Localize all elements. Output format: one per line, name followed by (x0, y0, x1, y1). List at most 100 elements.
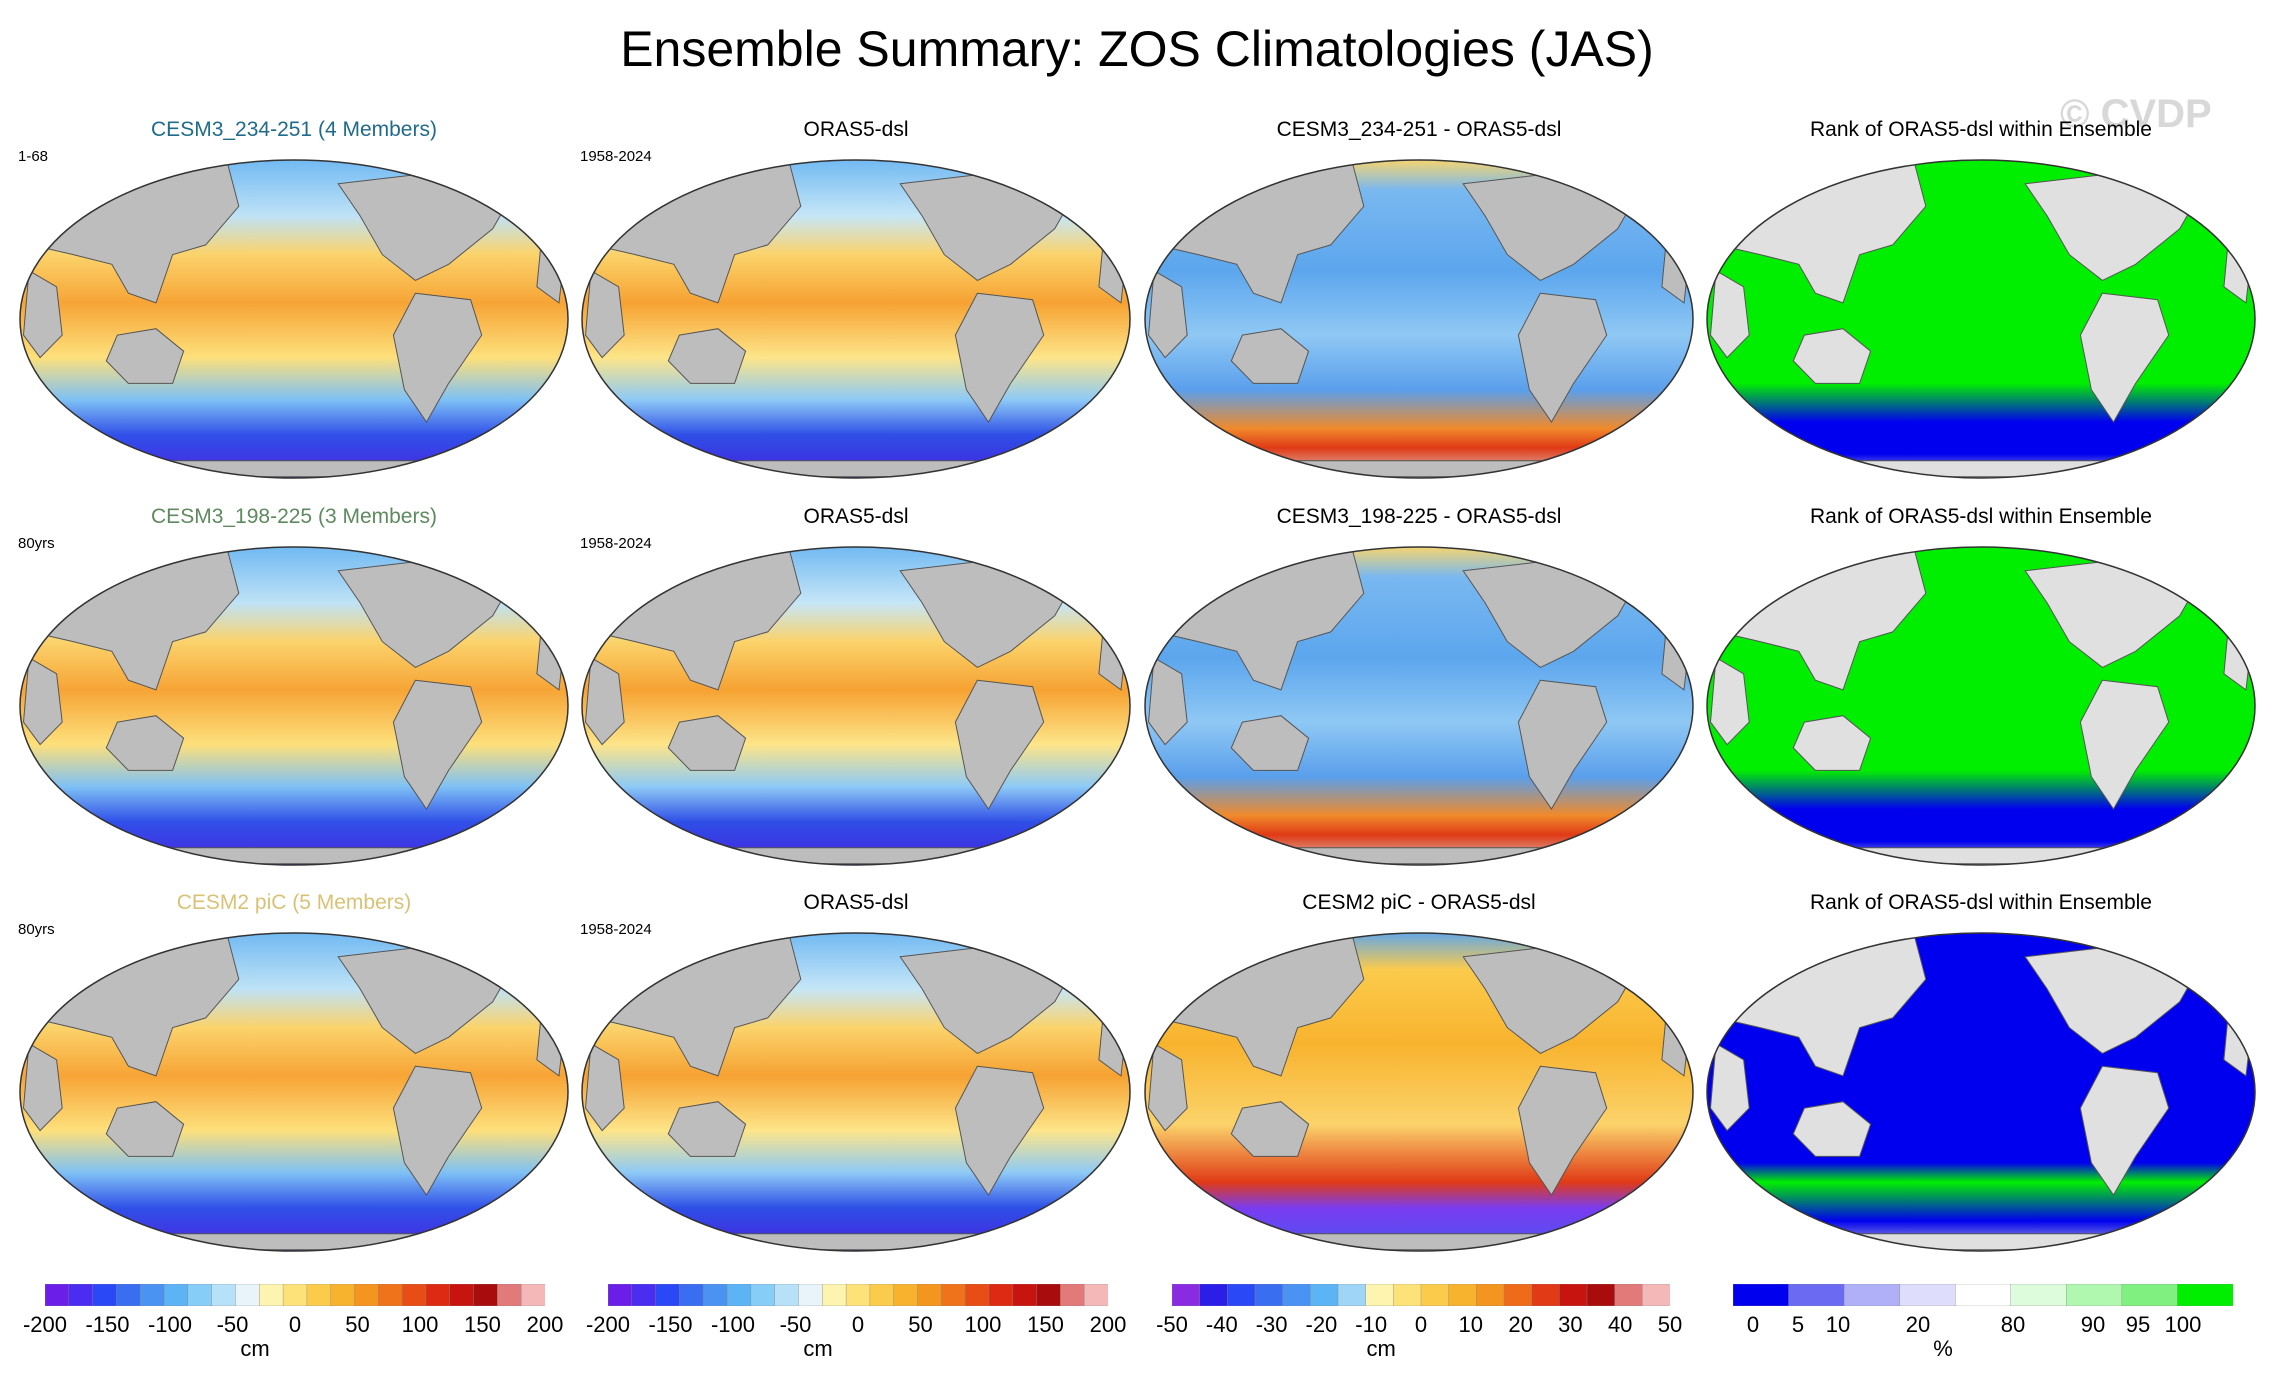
colorbar-box (473, 1284, 499, 1306)
colorbar-unit-label: cm (240, 1336, 270, 1361)
landmass-africa (584, 269, 625, 359)
colorbar-tick-label: -20 (1305, 1312, 1338, 1337)
colorbar-box (187, 1284, 213, 1306)
colorbar-box (2121, 1284, 2179, 1306)
landmass-samerica (954, 1065, 1045, 1196)
landmass-antarctica (701, 460, 1011, 478)
colorbar-box (1614, 1284, 1644, 1306)
landmass-africa (1147, 1042, 1188, 1132)
landmass-africa (22, 1042, 63, 1132)
colorbar-rank-4 (1733, 1284, 2233, 1306)
landmass-antarctica (1826, 847, 2136, 865)
landmass-antarctica (139, 460, 449, 478)
colorbar-box (1199, 1284, 1229, 1306)
colorbar-box (608, 1284, 633, 1306)
landmass-africa (1709, 656, 1750, 746)
colorbar-tick-label: 0 (851, 1312, 865, 1337)
landmass-antarctica (1264, 460, 1574, 478)
panel-title-rank-row2: Rank of ORAS5-dsl within Ensemble (1810, 505, 2152, 528)
landmass-africa (22, 269, 63, 359)
landmass-samerica (1517, 292, 1608, 423)
landmass-australia (1792, 1101, 1872, 1157)
map-difference-row3 (1144, 932, 1694, 1252)
landmass-africa (1709, 269, 1750, 359)
colorbar-box (211, 1284, 237, 1306)
colorbar-tick-label: 50 (1657, 1312, 1683, 1337)
landmass-australia (105, 1101, 185, 1157)
landmass-samerica (392, 1065, 483, 1196)
colorbar-box (1060, 1284, 1085, 1306)
map-frame (581, 159, 1131, 479)
colorbar-box (631, 1284, 657, 1306)
map-difference-row1 (1144, 159, 1694, 479)
map-frame (581, 932, 1131, 1252)
colorbar-box (988, 1284, 1014, 1306)
landmass-africa (22, 656, 63, 746)
colorbar-tick-label: -150 (648, 1312, 693, 1337)
colorbar-box (1586, 1284, 1616, 1306)
colorbar-unit-label: cm (1366, 1336, 1396, 1361)
panel-title-rank-row1: Rank of ORAS5-dsl within Ensemble (1810, 118, 2152, 141)
period-label-observation-row2: 1958-2024 (580, 535, 652, 552)
colorbar-tick-label: 50 (908, 1312, 933, 1337)
landmass-antarctica (139, 847, 449, 865)
colorbar-tick-label: 50 (345, 1312, 370, 1337)
colorbar-box (1531, 1284, 1561, 1306)
colorbar-box (2177, 1284, 2233, 1306)
colorbar-box (893, 1284, 919, 1306)
colorbar-box (1083, 1284, 1108, 1306)
colorbar-box (449, 1284, 475, 1306)
colorbar-tick-label: 20 (1905, 1312, 1931, 1337)
colorbar-box (774, 1284, 800, 1306)
landmass-australia (1230, 715, 1310, 771)
landmass-australia (1792, 328, 1872, 384)
map-frame (1706, 159, 2256, 479)
colorbar-box (520, 1284, 545, 1306)
landmass-africa (1147, 269, 1188, 359)
colorbar-tick-label: -150 (85, 1312, 130, 1337)
colorbar-box (1733, 1284, 1790, 1306)
colorbar-tick-label: -30 (1255, 1312, 1288, 1337)
period-label-observation-row3: 1958-2024 (580, 921, 652, 938)
colorbar-tick-label: 0 (1414, 1312, 1428, 1337)
landmass-greenland (2201, 170, 2242, 211)
colorbar-difference-3 (1172, 1284, 1670, 1306)
colorbar-tick-label: 95 (2125, 1312, 2151, 1337)
map-frame (1144, 159, 1694, 479)
landmass-antarctica (1826, 460, 2136, 478)
landmass-africa (584, 656, 625, 746)
panel-title-ensemble-row3: CESM2 piC (5 Members) (176, 891, 412, 914)
colorbar-box (45, 1284, 70, 1306)
colorbar-box (1227, 1284, 1256, 1306)
colorbar-tick-label: -200 (585, 1312, 631, 1337)
colorbar-box (1310, 1284, 1339, 1306)
colorbar-unit-label: % (1933, 1336, 1953, 1361)
colorbar-climatology-2 (608, 1284, 1108, 1306)
colorbar-tick-label: 10 (1825, 1312, 1851, 1337)
map-rank-row3 (1706, 932, 2256, 1252)
landmass-australia (667, 715, 747, 771)
figure-title: Ensemble Summary: ZOS Climatologies (JAS… (620, 21, 1654, 77)
landmass-greenland (2201, 557, 2242, 598)
landmass-africa (584, 1042, 625, 1132)
colorbar-tick-label: 40 (1607, 1312, 1633, 1337)
colorbar-tick-label: 200 (1089, 1312, 1127, 1337)
landmass-australia (105, 328, 185, 384)
colorbar-tick-label: -50 (779, 1312, 812, 1337)
colorbar-box (703, 1284, 728, 1306)
landmass-greenland (1639, 170, 1680, 211)
colorbar-climatology-1 (45, 1284, 545, 1306)
map-observation-row2 (581, 546, 1131, 866)
colorbar-tick-label: 20 (1508, 1312, 1533, 1337)
panel-title-observation-row3: ORAS5-dsl (803, 891, 909, 914)
colorbar-box (1788, 1284, 1845, 1306)
landmass-samerica (2079, 292, 2170, 423)
colorbar-box (1899, 1284, 1956, 1306)
landmass-antarctica (701, 847, 1011, 865)
colorbar-box (235, 1284, 260, 1306)
cvdp-watermark: © CVDP (2060, 92, 2212, 136)
colorbar-box (330, 1284, 356, 1306)
panel-title-difference-row2: CESM3_198-225 - ORAS5-dsl (1276, 505, 1562, 528)
landmass-samerica (1517, 679, 1608, 810)
map-difference-row2 (1144, 546, 1694, 866)
